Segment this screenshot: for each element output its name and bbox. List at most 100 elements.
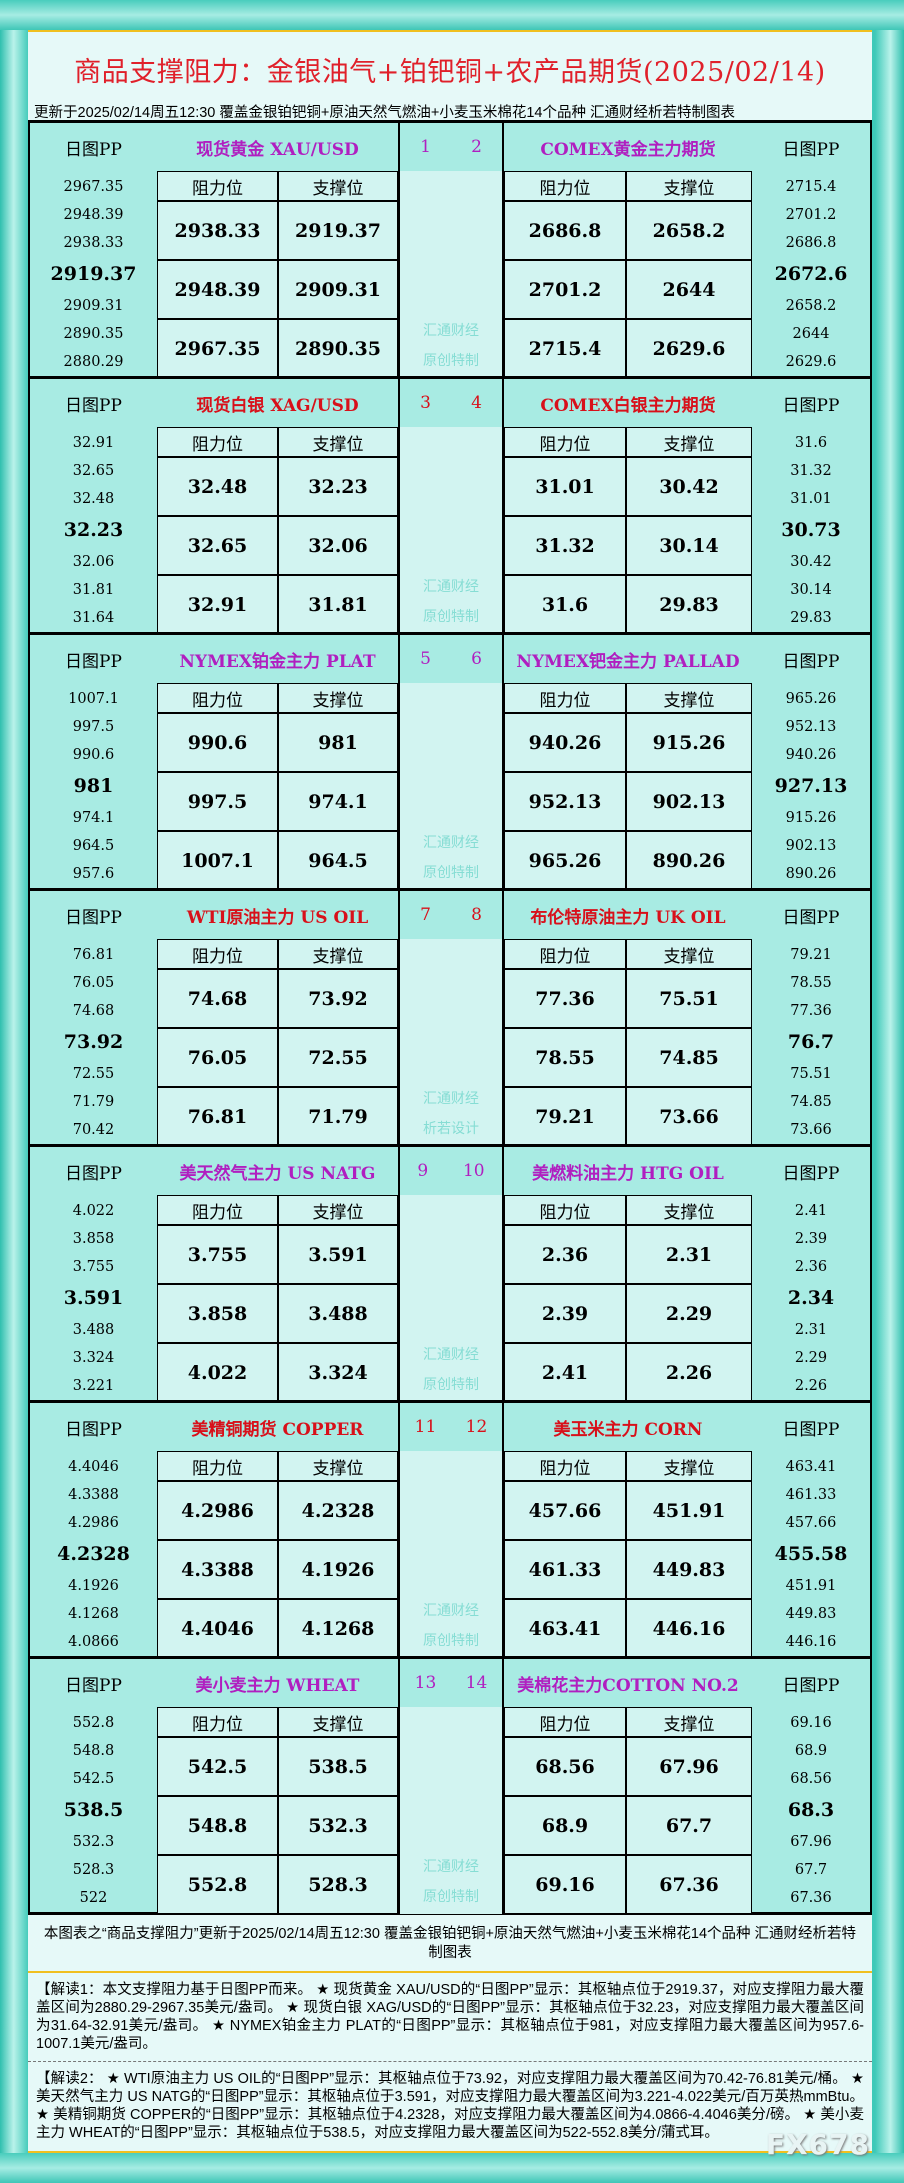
support-value: 451.91 [626,1481,752,1540]
support-header: 支撑位 [278,427,398,457]
resistance-value: 548.8 [157,1796,278,1855]
center-watermark: 汇通财经 原创特制 [398,1195,504,1402]
pp-level: 890.26 [785,865,837,882]
watermark-line: 原创特制 [423,609,479,625]
pivot-value: 2.34 [787,1287,835,1310]
pp-level: 2629.6 [785,353,837,370]
right-pp-column: 463.41 461.33 457.66 455.58 451.91 449.83 446.… [752,1451,870,1658]
support-header: 支撑位 [626,683,752,713]
watermark-line: 汇通财经 [423,1347,479,1363]
pp-header: 日图PP [65,395,122,416]
resistance-header: 阻力位 [504,683,626,713]
divider [28,2151,872,2153]
resistance-value: 74.68 [157,969,278,1028]
resistance-value: 4.2986 [157,1481,278,1540]
right-pp-column: 69.16 68.9 68.56 68.3 67.96 67.7 67.36 [752,1707,870,1914]
watermark-line: 汇通财经 [423,835,479,851]
center-watermark: 汇通财经 原创特制 [398,1451,504,1658]
support-value: 538.5 [278,1737,398,1796]
pp-level: 32.91 [72,435,115,452]
pp-level: 74.68 [72,1003,115,1020]
left-pp-column: 4.022 3.858 3.755 3.591 3.488 3.324 3.221 [30,1195,157,1402]
bottom-band [0,2153,904,2183]
pp-level: 522 [79,1889,108,1906]
center-watermark: 汇通财经 原创特制 [398,683,504,890]
resistance-value: 457.66 [504,1481,626,1540]
resistance-value: 31.32 [504,516,626,575]
pp-header: 日图PP [782,651,840,672]
section-number: 1 [420,137,431,157]
support-header: 支撑位 [278,683,398,713]
support-value: 446.16 [626,1599,752,1658]
resistance-value: 2938.33 [157,201,278,260]
pp-level: 31.6 [794,435,828,452]
pp-level: 32.65 [72,463,115,480]
page-title: 商品支撑阻力：金银油气+铂钯铜+农产品期货(2025/02/14) [74,57,826,88]
resistance-value: 69.16 [504,1855,626,1914]
pivot-value: 927.13 [774,775,848,798]
support-header: 支撑位 [626,427,752,457]
pp-header: 日图PP [65,1675,122,1696]
pp-level: 2701.2 [785,207,837,224]
pp-level: 29.83 [790,609,832,626]
resistance-value: 461.33 [504,1540,626,1599]
pp-header: 日图PP [782,139,840,160]
pp-level: 463.41 [785,1459,837,1476]
resistance-value: 77.36 [504,969,626,1028]
right-pp-column: 2715.4 2701.2 2686.8 2672.6 2658.2 2644 2629.6 [752,171,870,378]
pp-level: 2880.29 [63,353,124,370]
pp-level: 31.64 [72,609,115,626]
resistance-value: 76.81 [157,1087,278,1146]
resistance-value: 32.91 [157,575,278,634]
instrument-section: 日图PP 美小麦主力 WHEAT 13 14 美棉花主力COTTON NO.2 日… [28,1656,872,1914]
support-header: 支撑位 [626,1195,752,1225]
pp-level: 75.51 [790,1065,832,1082]
pp-header: 日图PP [65,139,122,160]
support-value: 981 [278,713,398,772]
section-numbers: 9 10 [398,1147,504,1195]
instrument-name: 美小麦主力 WHEAT [195,1675,360,1696]
pp-level: 2967.35 [63,179,124,196]
pivot-value: 76.7 [787,1031,835,1054]
resistance-header: 阻力位 [504,1195,626,1225]
support-value: 890.26 [626,831,752,890]
pp-level: 952.13 [785,719,837,736]
pp-level: 32.48 [72,491,115,508]
left-pp-column: 1007.1 997.5 990.6 981 974.1 964.5 957.6 [30,683,157,890]
pp-level: 3.221 [72,1377,115,1394]
watermark-line: 原创特制 [423,1633,479,1649]
pp-level: 552.8 [72,1715,115,1732]
pp-level: 2890.35 [63,325,124,342]
pp-level: 940.26 [785,747,837,764]
watermark-line: 汇通财经 [423,323,479,339]
support-value: 2.29 [626,1284,752,1343]
resistance-header: 阻力位 [504,171,626,201]
support-value: 3.488 [278,1284,398,1343]
resistance-value: 4.3388 [157,1540,278,1599]
resistance-value: 68.9 [504,1796,626,1855]
fx678-watermark-logo: FX678 [765,2128,870,2161]
instrument-name: 美精铜期货 COPPER [191,1419,364,1440]
support-value: 30.14 [626,516,752,575]
support-value: 74.85 [626,1028,752,1087]
resistance-value: 31.6 [504,575,626,634]
watermark-line: 析若设计 [423,1121,479,1137]
support-value: 72.55 [278,1028,398,1087]
resistance-value: 463.41 [504,1599,626,1658]
pp-level: 31.32 [790,463,832,480]
resistance-value: 952.13 [504,772,626,831]
resistance-header: 阻力位 [157,1707,278,1737]
right-pp-column: 2.41 2.39 2.36 2.34 2.31 2.29 2.26 [752,1195,870,1402]
resistance-value: 940.26 [504,713,626,772]
pp-level: 2686.8 [785,235,837,252]
pp-level: 73.66 [790,1121,832,1138]
pp-level: 964.5 [72,837,115,854]
support-value: 67.7 [626,1796,752,1855]
pp-level: 70.42 [72,1121,115,1138]
resistance-value: 990.6 [157,713,278,772]
resistance-header: 阻力位 [504,1707,626,1737]
watermark-line: 汇通财经 [423,1859,479,1875]
pp-level: 76.81 [72,947,115,964]
pp-level: 528.3 [72,1861,115,1878]
